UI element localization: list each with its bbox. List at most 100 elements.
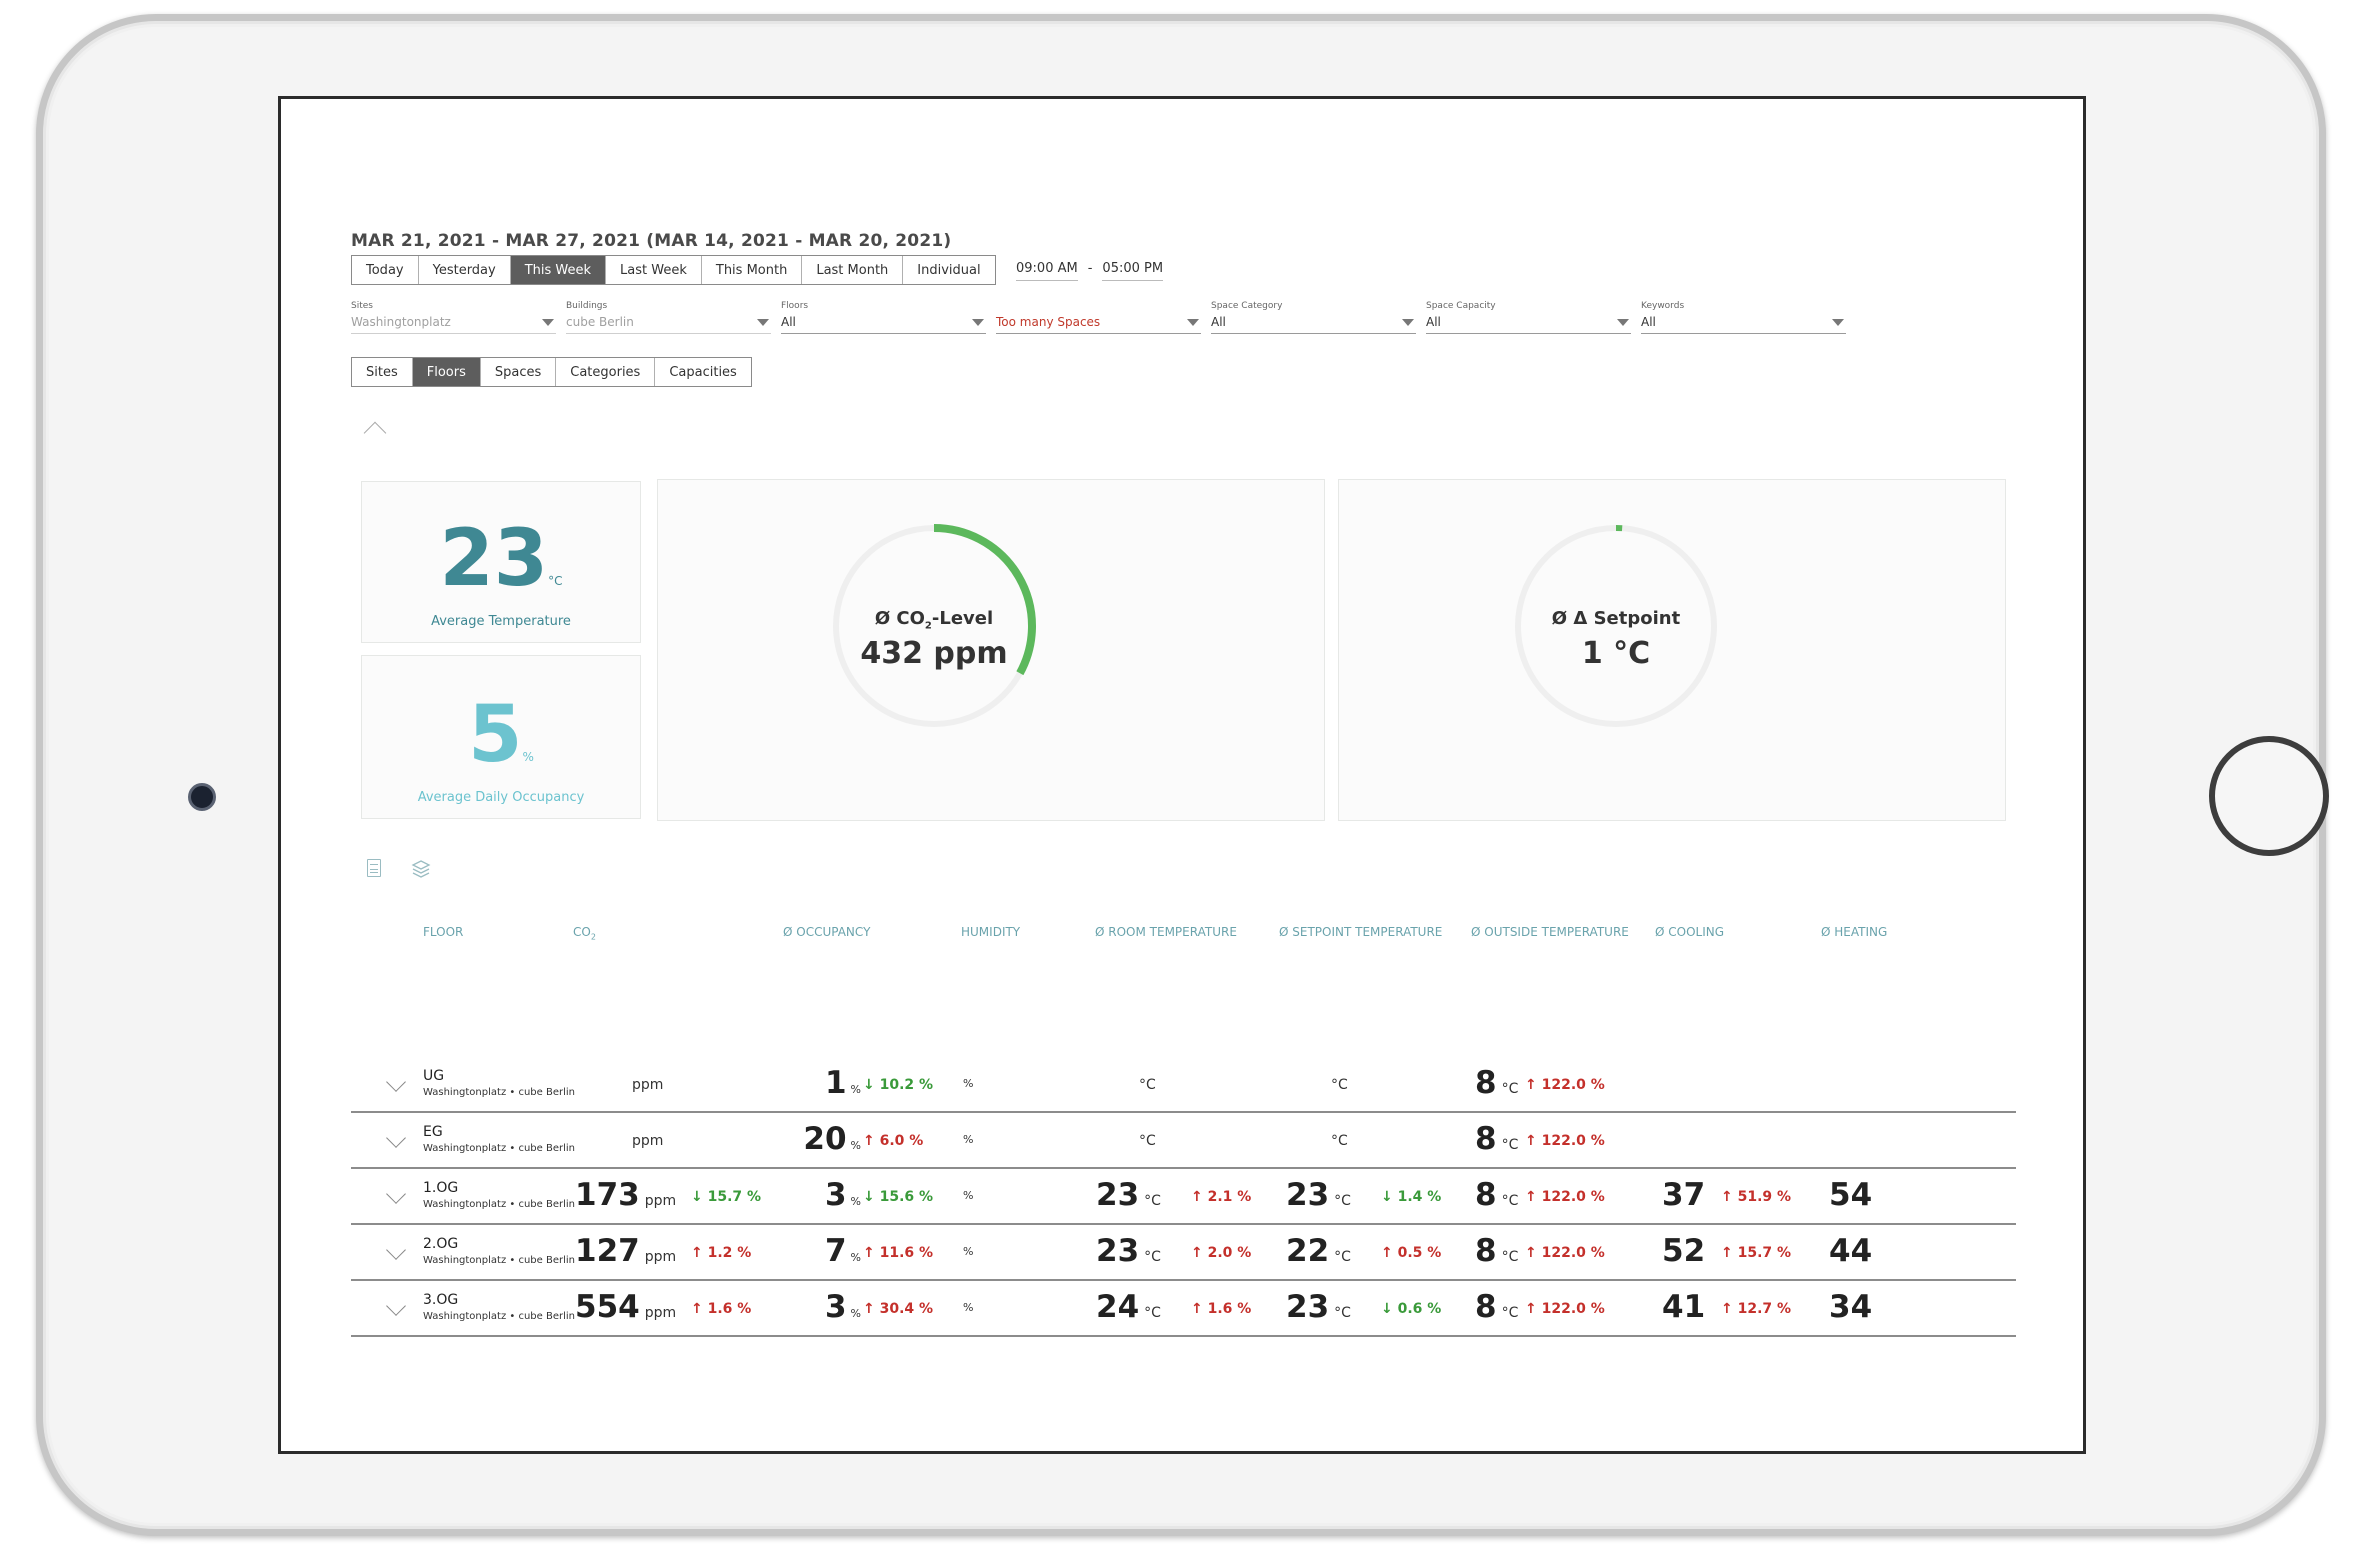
setpoint-gauge [1515,525,1717,727]
expand-chevron-icon[interactable] [386,1240,406,1260]
cooling-trend: ↑ 12.7 % [1721,1301,1792,1317]
tab-categories[interactable]: Categories [556,358,656,386]
column-room-temperature[interactable]: Ø ROOM TEMPERATURE [1095,925,1237,939]
export-document-icon[interactable] [367,859,381,877]
table-row[interactable]: 3.OG Washingtonplatz • cube Berlin 554 ppm ↑… [351,1281,2016,1337]
period-individual-button[interactable]: Individual [917,262,981,278]
expand-chevron-icon[interactable] [386,1296,406,1316]
room-temperature-cell: 23 °C [1096,1233,1161,1269]
filter-value-text: All [1426,315,1441,329]
column-occupancy[interactable]: Ø OCCUPANCY [783,925,871,939]
floor-name: EG [423,1124,443,1140]
filter-label: Sites [351,301,373,311]
kpi-temperature: 23°C [362,520,640,598]
filter-buildings-select[interactable]: Buildings cube Berlin [566,301,771,334]
co2-gauge-label: Ø CO2-Level [834,608,1034,632]
filter-value[interactable]: All [1426,315,1631,334]
co2-cell: 127 ppm [575,1233,676,1269]
filter-value[interactable]: All [781,315,986,334]
floor-cell: 1.OG Washingtonplatz • cube Berlin [423,1180,575,1210]
chevron-down-icon [542,319,554,326]
time-from-input[interactable]: 09:00 AM [1016,261,1078,281]
period-last-month-button[interactable]: Last Month [802,256,904,284]
period-this-week-button[interactable]: This Week [510,256,607,284]
collapse-chevron-icon[interactable] [363,421,387,445]
column-heating[interactable]: Ø HEATING [1821,925,1888,939]
expand-chevron-icon[interactable] [386,1184,406,1204]
filter-floors-select[interactable]: Floors All [781,301,986,334]
setpoint-temperature-cell-value: 23 [1286,1289,1330,1325]
expand-chevron-icon[interactable] [386,1072,406,1092]
filter-label: Space Category [1211,301,1283,311]
table-row[interactable]: 2.OG Washingtonplatz • cube Berlin 127 ppm ↑… [351,1225,2016,1281]
column-co2[interactable]: CO2 [573,925,596,941]
filter-sites-select[interactable]: Sites Washingtonplatz [351,301,556,334]
expand-chevron-icon[interactable] [386,1128,406,1148]
floor-location: Washingtonplatz • cube Berlin [423,1199,575,1210]
occupancy-value: 3 [824,1177,847,1213]
filter-value[interactable]: All [1641,315,1846,334]
filter-space-category-select[interactable]: Space Category All [1211,301,1416,334]
filter-value[interactable]: Washingtonplatz [351,315,556,334]
heating-value: 44 [1829,1233,1873,1269]
column-setpoint-temperature[interactable]: Ø SETPOINT TEMPERATURE [1279,925,1443,939]
tab-sites[interactable]: Sites [352,358,413,386]
setpoint-temperature-trend: ↓ 0.6 % [1381,1301,1442,1317]
column-outside-temperature[interactable]: Ø OUTSIDE TEMPERATURE [1471,925,1629,939]
filter-keywords-select[interactable]: Keywords All [1641,301,1846,334]
occupancy-unit: % [850,1083,861,1096]
filter-value-text: All [1641,315,1656,329]
filter-label: Space Capacity [1426,301,1496,311]
setpoint-temperature-cell-value: 22 [1286,1233,1330,1269]
column-humidity[interactable]: HUMIDITY [961,925,1021,939]
tab-floors[interactable]: Floors [412,358,481,386]
filter-spaces-select[interactable]: Too many Spaces [996,301,1201,334]
period-selector: Today Yesterday This Week Last Week This Mon… [351,255,996,285]
filter-value-text: cube Berlin [566,315,634,329]
floor-location: Washingtonplatz • cube Berlin [423,1143,575,1154]
average-temperature-card: 23°C Average Temperature [361,481,641,643]
tab-capacities[interactable]: Capacities [669,364,737,380]
co2-cell: 554 ppm [575,1289,676,1325]
humidity-unit: % [963,1245,974,1258]
tab-spaces[interactable]: Spaces [481,358,557,386]
cooling-value: 41 [1662,1289,1706,1325]
room-temperature-trend: ↑ 2.0 % [1191,1245,1252,1261]
occupancy-value: 7 [824,1233,847,1269]
table-row[interactable]: UG Washingtonplatz • cube Berlin ppm 1% ↓ 10… [351,1057,2016,1113]
period-yesterday-button[interactable]: Yesterday [419,256,511,284]
co2-unit: ppm [632,1077,664,1093]
floor-cell: 3.OG Washingtonplatz • cube Berlin [423,1292,575,1322]
table-row[interactable]: 1.OG Washingtonplatz • cube Berlin 173 ppm ↓… [351,1169,2016,1225]
period-today-button[interactable]: Today [352,256,419,284]
occupancy-trend: ↑ 11.6 % [863,1245,934,1261]
occupancy-cell: 7% [761,1233,861,1269]
column-floor[interactable]: FLOOR [423,925,464,939]
setpoint-gauge-card: Ø Δ Setpoint 1 °C [1338,479,2006,821]
column-cooling[interactable]: Ø COOLING [1655,925,1725,939]
date-range-title: MAR 21, 2021 - MAR 27, 2021 (MAR 14, 202… [351,231,952,251]
chevron-down-icon [1617,319,1629,326]
period-last-week-button[interactable]: Last Week [606,256,702,284]
occupancy-trend: ↓ 10.2 % [863,1077,934,1093]
period-this-month-button[interactable]: This Month [702,256,803,284]
outside-temperature-cell: 8 °C [1475,1177,1518,1213]
occupancy-unit: % [850,1307,861,1320]
layers-icon[interactable] [411,859,431,879]
co2-cell-unit: ppm [644,1249,677,1265]
average-occupancy-label: Average Daily Occupancy [417,790,585,805]
filter-value[interactable]: All [1211,315,1416,334]
room-temperature-cell-value: 23 [1096,1233,1140,1269]
filter-label: Buildings [566,301,608,311]
home-button[interactable] [2209,736,2329,856]
table-row[interactable]: EG Washingtonplatz • cube Berlin ppm 20% ↑ 6… [351,1113,2016,1169]
cooling-value: 52 [1662,1233,1706,1269]
time-separator: - [1087,261,1093,276]
filter-label: Keywords [1641,301,1685,311]
filter-value[interactable]: cube Berlin [566,315,771,334]
time-to-input[interactable]: 05:00 PM [1102,261,1164,281]
filter-value[interactable]: Too many Spaces [996,315,1201,334]
filter-space-capacity-select[interactable]: Space Capacity All [1426,301,1631,334]
co2-trend: ↑ 1.2 % [691,1245,752,1261]
co2-trend: ↑ 1.6 % [691,1301,752,1317]
